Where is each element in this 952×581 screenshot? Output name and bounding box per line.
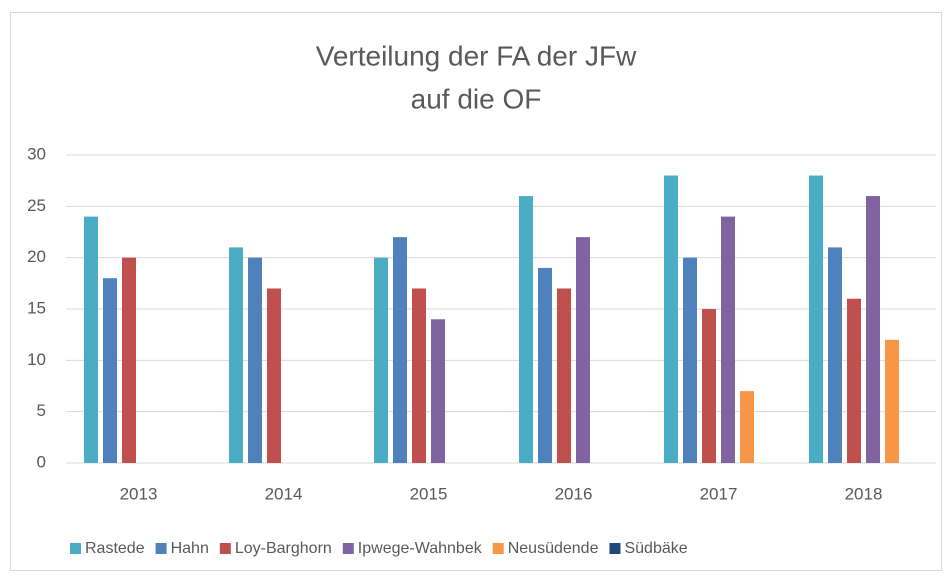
y-tick-label: 15 bbox=[27, 298, 46, 317]
bar bbox=[740, 391, 754, 463]
legend-swatch bbox=[609, 543, 621, 554]
bar bbox=[84, 216, 98, 463]
bar bbox=[103, 278, 117, 463]
y-tick-label: 5 bbox=[37, 401, 46, 420]
chart-title: Verteilung der FA der JFw bbox=[316, 40, 637, 71]
legend-label: Rastede bbox=[85, 540, 145, 557]
bar bbox=[248, 257, 262, 463]
bar bbox=[664, 175, 678, 464]
x-tick-label: 2014 bbox=[265, 484, 303, 503]
y-tick-label: 0 bbox=[37, 452, 46, 471]
bar bbox=[229, 247, 243, 463]
legend-label: Hahn bbox=[171, 540, 209, 557]
bar bbox=[412, 288, 426, 463]
legend-swatch bbox=[219, 543, 231, 554]
x-tick-label: 2018 bbox=[845, 484, 883, 503]
legend-swatch bbox=[70, 543, 81, 554]
bar bbox=[538, 267, 552, 463]
x-tick-label: 2015 bbox=[410, 484, 448, 503]
bar bbox=[683, 257, 697, 463]
bar bbox=[431, 319, 445, 463]
legend-swatch bbox=[492, 543, 504, 554]
bar bbox=[267, 288, 281, 463]
x-tick-label: 2017 bbox=[700, 484, 738, 503]
bar bbox=[866, 196, 880, 464]
bar bbox=[374, 257, 388, 463]
bar bbox=[721, 216, 735, 463]
legend-label: Ipwege-Wahnbek bbox=[358, 540, 483, 557]
y-tick-label: 25 bbox=[27, 196, 46, 215]
x-tick-label: 2016 bbox=[555, 484, 593, 503]
bar bbox=[557, 288, 571, 463]
x-tick-label: 2013 bbox=[120, 484, 158, 503]
bar bbox=[702, 309, 716, 463]
chart-title: auf die OF bbox=[411, 83, 542, 114]
chart-border bbox=[10, 12, 942, 571]
legend-swatch bbox=[155, 543, 167, 554]
y-tick-label: 10 bbox=[27, 350, 46, 369]
bar bbox=[828, 247, 842, 463]
bar bbox=[847, 298, 861, 463]
bar bbox=[393, 237, 407, 463]
bar bbox=[576, 237, 590, 463]
bar bbox=[809, 175, 823, 464]
bar bbox=[885, 339, 899, 463]
legend-swatch bbox=[342, 543, 354, 554]
y-tick-label: 30 bbox=[27, 144, 46, 163]
bar bbox=[122, 257, 136, 463]
bar bbox=[519, 196, 533, 464]
legend-label: Neusüdende bbox=[508, 540, 599, 557]
y-tick-label: 20 bbox=[27, 247, 46, 266]
legend-label: Südbäke bbox=[624, 540, 687, 557]
legend-label: Loy-Barghorn bbox=[235, 540, 332, 557]
